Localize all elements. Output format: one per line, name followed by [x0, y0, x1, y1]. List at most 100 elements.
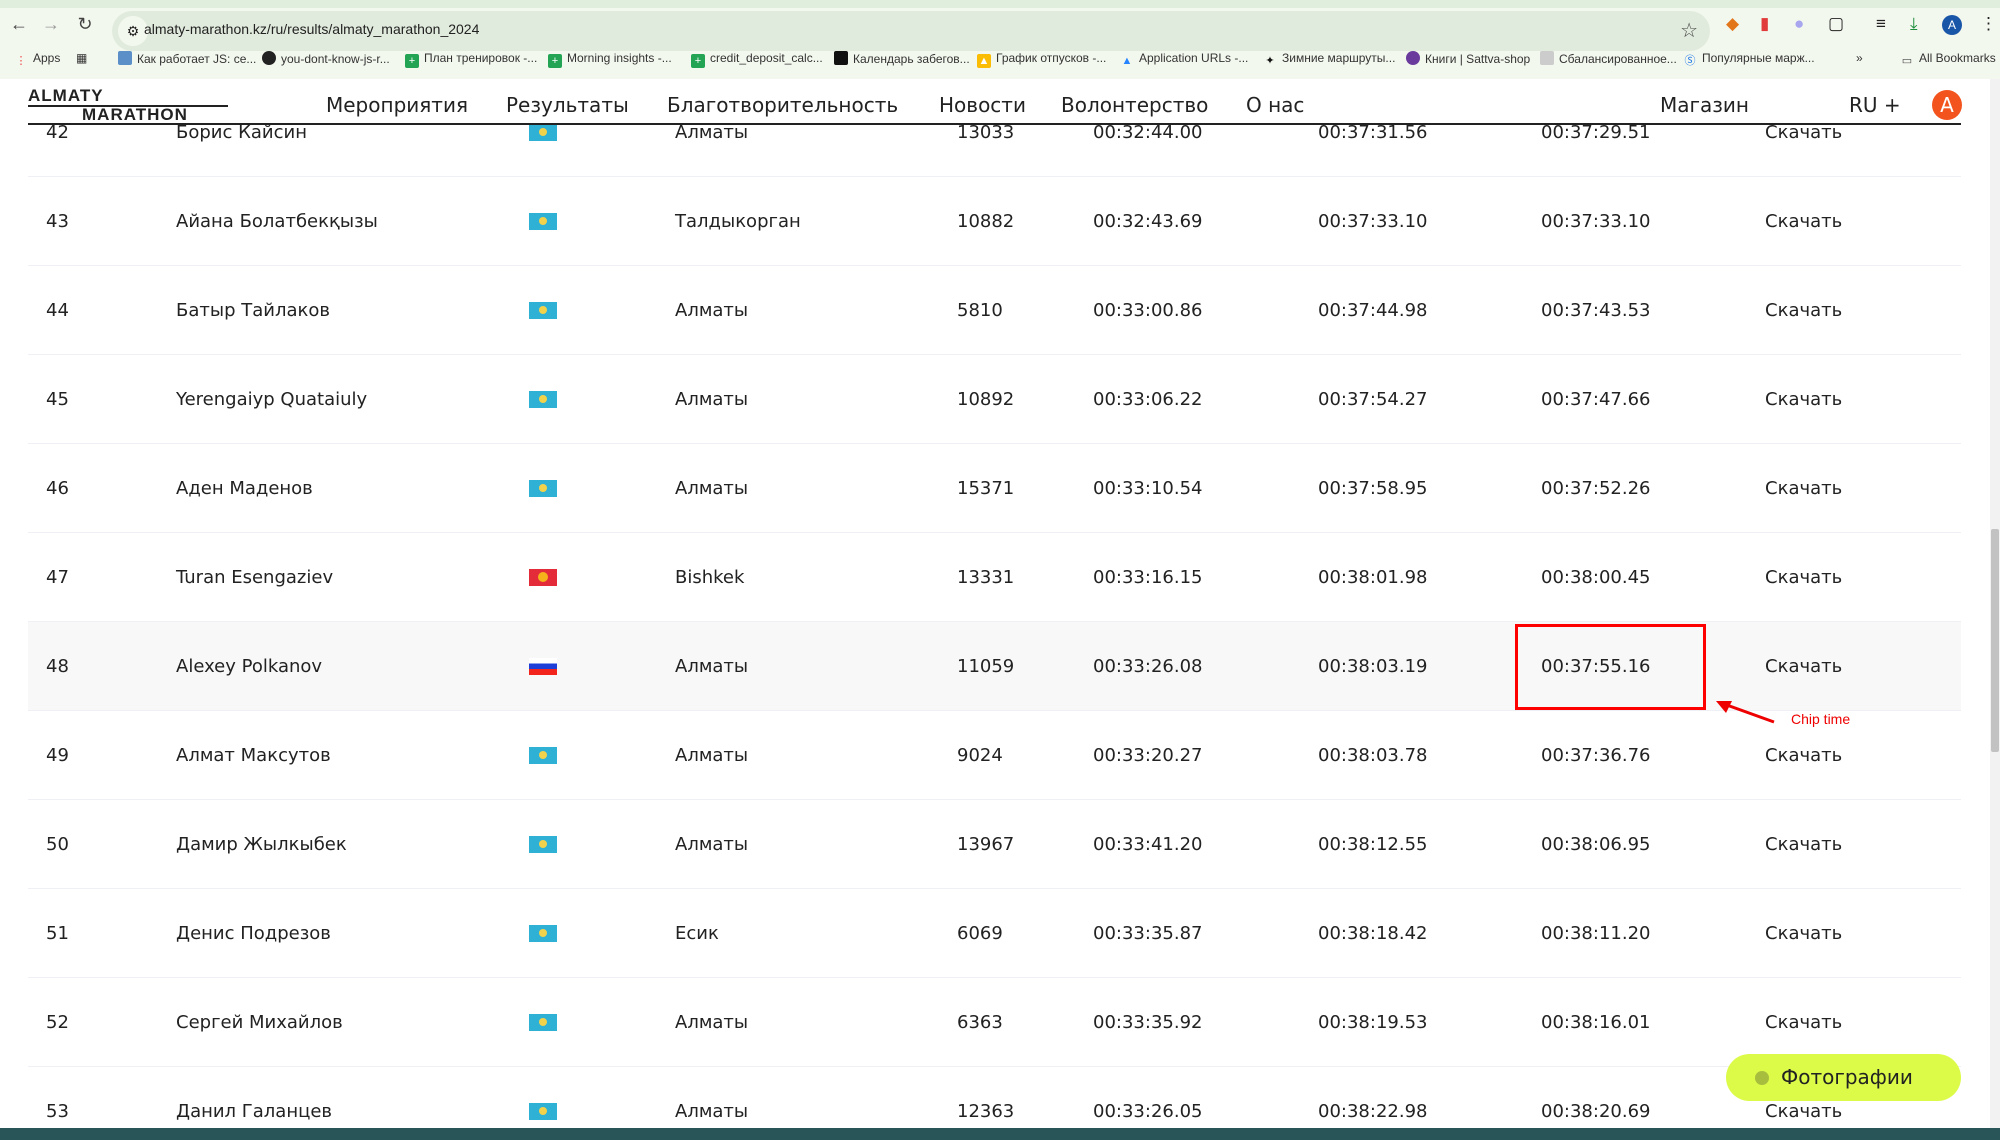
name-cell: Turan Esengaziev [176, 567, 334, 588]
bookmark-item[interactable]: Как работает JS: се... [118, 51, 256, 66]
profile-avatar[interactable]: A [1942, 15, 1962, 35]
language-switcher[interactable]: RU + [1849, 93, 1901, 117]
bookmark-item[interactable]: + Morning insights -... [548, 51, 672, 68]
download-link[interactable]: Скачать [1765, 122, 1843, 143]
gun-time-cell: 00:33:26.05 [1093, 1101, 1203, 1122]
download-link[interactable]: Скачать [1765, 834, 1843, 855]
rank-cell: 43 [46, 211, 69, 232]
bookmark-item[interactable]: ▲ Application URLs -... [1121, 51, 1249, 67]
download-icon[interactable]: ⤓ [1910, 14, 1918, 33]
bookmark-item[interactable]: ✦ Зимние маршруты... [1265, 51, 1396, 67]
apps-grid-icon[interactable]: ▦ [76, 51, 88, 65]
net-time-cell: 00:38:18.42 [1318, 923, 1428, 944]
rank-cell: 52 [46, 1012, 69, 1033]
ghost-extension-icon[interactable]: ● [1794, 14, 1805, 33]
address-bar[interactable]: ⚙ almaty-marathon.kz/ru/results/almaty_m… [112, 11, 1710, 51]
bookmark-star-icon[interactable]: ☆ [1680, 20, 1698, 42]
chip-time-cell: 00:37:36.76 [1541, 745, 1651, 766]
bib-cell: 10892 [957, 389, 1015, 410]
bookmark-apps[interactable]: ⋮ Apps [15, 51, 61, 67]
media-icon[interactable]: ≡ [1876, 14, 1886, 33]
download-link[interactable]: Скачать [1765, 389, 1843, 410]
extension-icon[interactable]: ▮ [1760, 14, 1770, 33]
nav-results[interactable]: Результаты [506, 93, 629, 117]
flag-kz-icon [529, 480, 557, 497]
flag-kz-icon [529, 1014, 557, 1031]
nav-shop[interactable]: Магазин [1660, 93, 1749, 117]
city-cell: Алматы [675, 1101, 749, 1122]
bib-cell: 5810 [957, 300, 1003, 321]
gun-time-cell: 00:33:00.86 [1093, 300, 1203, 321]
net-time-cell: 00:37:33.10 [1318, 211, 1428, 232]
photos-button[interactable]: Фотографии [1726, 1054, 1961, 1101]
name-cell: Алмат Максутов [176, 745, 331, 766]
logo[interactable]: ALMATY MARATHON [28, 86, 228, 124]
rank-cell: 50 [46, 834, 69, 855]
table-row: 46 Аден Маденов Алматы 15371 00:33:10.54 00:3… [28, 444, 1961, 533]
menu-kebab-icon[interactable]: ⋮ [1980, 14, 1997, 33]
nav-news[interactable]: Новости [939, 93, 1026, 117]
scrollbar-thumb[interactable] [1991, 529, 1999, 752]
name-cell: Аден Маденов [176, 478, 313, 499]
scrollbar[interactable] [1990, 79, 2000, 1128]
bib-cell: 9024 [957, 745, 1003, 766]
nav-charity[interactable]: Благотворительность [667, 93, 899, 117]
bookmark-item[interactable]: + План тренировок -... [405, 51, 537, 68]
net-time-cell: 00:37:44.98 [1318, 300, 1428, 321]
city-cell: Алматы [675, 478, 749, 499]
nav-about[interactable]: О нас [1246, 93, 1305, 117]
user-avatar[interactable]: A [1932, 90, 1962, 120]
download-link[interactable]: Скачать [1765, 1101, 1843, 1122]
download-link[interactable]: Скачать [1765, 1012, 1843, 1033]
all-bookmarks[interactable]: ▭ All Bookmarks [1901, 51, 1996, 67]
chip-time-cell: 00:37:55.16 [1541, 656, 1651, 677]
bookmark-item[interactable]: you-dont-know-js-r... [262, 51, 390, 66]
forward-icon[interactable]: → [42, 14, 60, 34]
bib-cell: 11059 [957, 656, 1015, 677]
download-link[interactable]: Скачать [1765, 745, 1843, 766]
chip-time-cell: 00:38:20.69 [1541, 1101, 1651, 1122]
city-cell: Алматы [675, 300, 749, 321]
more-bookmarks-icon[interactable]: » [1856, 51, 1863, 65]
download-link[interactable]: Скачать [1765, 656, 1843, 677]
bookmark-item[interactable]: Ⓢ Популярные марж... [1684, 51, 1815, 67]
taskbar [0, 1128, 2000, 1140]
back-icon[interactable]: ← [10, 14, 28, 34]
nav-events[interactable]: Мероприятия [326, 93, 468, 117]
city-cell: Алматы [675, 834, 749, 855]
net-time-cell: 00:38:03.19 [1318, 656, 1428, 677]
table-row: 44 Батыр Тайлаков Алматы 5810 00:33:00.86 00:… [28, 266, 1961, 355]
download-link[interactable]: Скачать [1765, 300, 1843, 321]
table-row: 43 Айана Болатбекқызы Талдыкорган 10882 00:3… [28, 177, 1961, 266]
chip-time-cell: 00:37:43.53 [1541, 300, 1651, 321]
net-time-cell: 00:38:22.98 [1318, 1101, 1428, 1122]
download-link[interactable]: Скачать [1765, 478, 1843, 499]
download-link[interactable]: Скачать [1765, 211, 1843, 232]
bookmark-item[interactable]: + credit_deposit_calc... [691, 51, 823, 68]
bib-cell: 12363 [957, 1101, 1015, 1122]
flag-kz-icon [529, 925, 557, 942]
metamask-icon[interactable]: ◆ [1726, 14, 1740, 33]
chip-time-cell: 00:38:16.01 [1541, 1012, 1651, 1033]
city-cell: Талдыкорган [675, 211, 801, 232]
net-time-cell: 00:38:01.98 [1318, 567, 1428, 588]
reload-icon[interactable]: ↻ [77, 14, 93, 34]
bib-cell: 15371 [957, 478, 1015, 499]
download-link[interactable]: Скачать [1765, 923, 1843, 944]
table-row: 52 Сергей Михайлов Алматы 6363 00:33:35.92 00… [28, 978, 1961, 1067]
bookmark-item[interactable]: Календарь забегов... [834, 51, 970, 66]
bookmark-item[interactable]: Книги | Sattva-shop [1406, 51, 1530, 66]
table-row: 45 Yerengaiyp Quataiuly Алматы 10892 00:33:0… [28, 355, 1961, 444]
city-cell: Алматы [675, 745, 749, 766]
bookmark-item[interactable]: Сбалансированное... [1540, 51, 1677, 66]
flag-kz-icon [529, 213, 557, 230]
nav-volunteering[interactable]: Волонтерство [1061, 93, 1209, 117]
annotation-highlight-box [1515, 624, 1706, 710]
bookmark-item[interactable]: ▲ График отпусков -... [977, 51, 1107, 68]
site-settings-icon[interactable]: ⚙ [118, 16, 148, 46]
url-text[interactable]: almaty-marathon.kz/ru/results/almaty_mar… [144, 21, 480, 37]
city-cell: Есик [675, 923, 719, 944]
download-link[interactable]: Скачать [1765, 567, 1843, 588]
extensions-puzzle-icon[interactable]: ▢ [1828, 14, 1845, 33]
net-time-cell: 00:37:31.56 [1318, 122, 1428, 143]
